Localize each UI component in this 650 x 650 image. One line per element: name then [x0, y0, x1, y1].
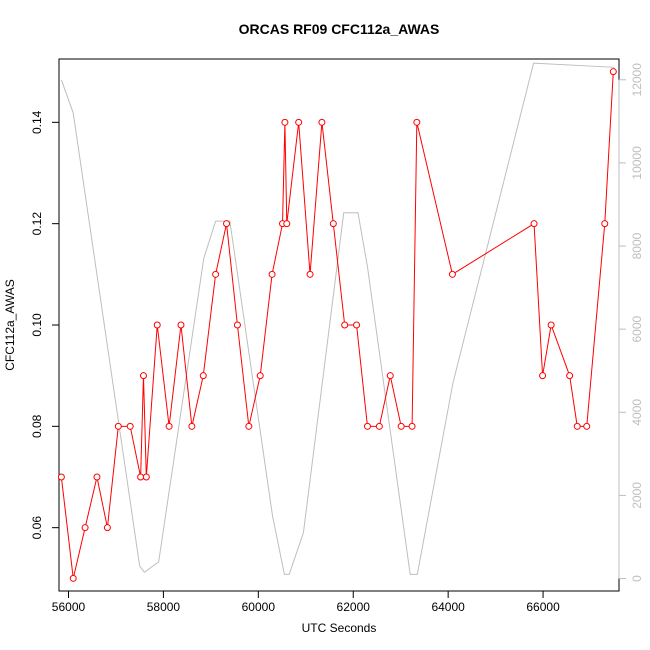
red-series-point — [245, 422, 253, 430]
red-series-point — [566, 372, 574, 380]
y2-tick-label: 6000 — [630, 315, 644, 342]
y-tick-label: 0.12 — [30, 212, 44, 236]
y-tick-label: 0.08 — [30, 414, 44, 438]
red-series-point — [547, 321, 555, 329]
red-series-point — [329, 220, 337, 228]
plot-frame — [58, 58, 620, 592]
red-series-point — [397, 422, 405, 430]
red-series-point — [295, 118, 303, 126]
red-series-point — [583, 422, 591, 430]
red-series-point — [268, 270, 276, 278]
gray-series-line — [60, 62, 615, 575]
red-series-point — [413, 118, 421, 126]
red-series-point — [114, 422, 122, 430]
x-axis: 56000 58000 60000 62000 64000 66000 — [52, 590, 560, 614]
x-tick-label: 60000 — [242, 600, 276, 614]
y-tick-label: 0.14 — [30, 110, 44, 134]
red-series-point — [103, 524, 111, 532]
series-layer — [57, 62, 617, 582]
red-series-point — [153, 321, 161, 329]
red-series-point — [375, 422, 383, 430]
red-series-point — [139, 372, 147, 380]
red-series-point — [530, 220, 538, 228]
red-series-point — [448, 270, 456, 278]
y2-tick-label: 2000 — [630, 482, 644, 509]
chart-title: ORCAS RF09 CFC112a_AWAS — [239, 21, 440, 37]
red-series-point — [177, 321, 185, 329]
red-series-point — [69, 574, 77, 582]
x-axis-label: UTC Seconds — [302, 621, 377, 635]
red-series-point — [233, 321, 241, 329]
y-tick-label: 0.10 — [30, 313, 44, 337]
y-axis: 0.06 0.08 0.10 0.12 0.14 — [30, 110, 60, 540]
x-tick-label: 62000 — [337, 600, 371, 614]
y2-tick-label: 4000 — [630, 399, 644, 426]
red-series-point — [165, 422, 173, 430]
red-series-point — [573, 422, 581, 430]
red-series-point — [126, 422, 134, 430]
red-series-point — [256, 372, 264, 380]
y2-tick-label: 8000 — [630, 232, 644, 259]
red-series-point — [188, 422, 196, 430]
y2-tick-label: 10000 — [630, 146, 644, 180]
red-series-point — [353, 321, 361, 329]
red-series-point — [306, 270, 314, 278]
x-tick-label: 64000 — [431, 600, 465, 614]
red-series-point — [81, 524, 89, 532]
red-series-point — [57, 473, 65, 481]
red-series-point — [199, 372, 207, 380]
red-series-point — [318, 118, 326, 126]
red-series-point — [609, 68, 617, 76]
red-series-point — [601, 220, 609, 228]
red-series-point — [281, 118, 289, 126]
red-series-point — [137, 473, 145, 481]
y2-tick-label: 0 — [630, 575, 644, 582]
red-series-point — [142, 473, 150, 481]
red-series-point — [539, 372, 547, 380]
red-series-point — [408, 422, 416, 430]
x-tick-label: 66000 — [526, 600, 560, 614]
x-tick-label: 58000 — [147, 600, 181, 614]
y2-axis: 0 2000 4000 6000 8000 10000 12000 — [618, 63, 644, 582]
red-series-line — [60, 71, 614, 579]
red-series-point — [386, 372, 394, 380]
red-series-point — [363, 422, 371, 430]
y-axis-label: CFC112a_AWAS — [3, 279, 17, 371]
red-series-point — [93, 473, 101, 481]
red-series-point — [212, 270, 220, 278]
y-tick-label: 0.06 — [30, 516, 44, 540]
red-series-point — [341, 321, 349, 329]
red-series-point — [283, 220, 291, 228]
y2-tick-label: 12000 — [630, 63, 644, 97]
red-series-point — [223, 220, 231, 228]
x-tick-label: 56000 — [52, 600, 86, 614]
